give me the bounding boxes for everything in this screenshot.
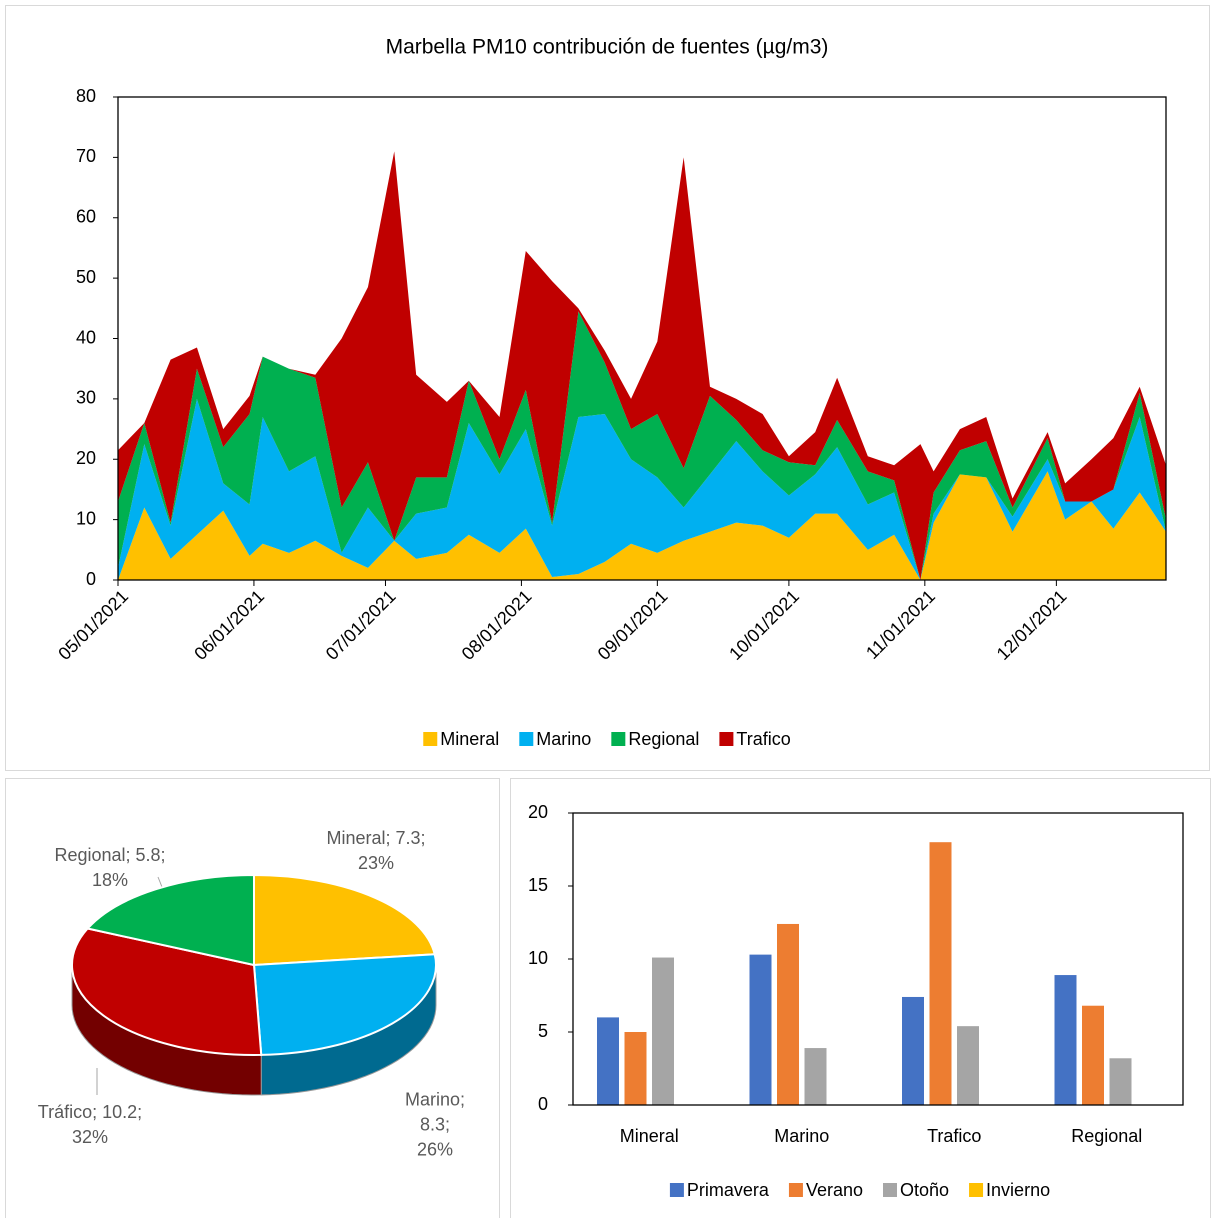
y-tick-label: 10 [76,508,96,528]
y-tick-label: 0 [86,569,96,589]
x-tick-label: Marino [774,1126,829,1146]
x-tick-label: Regional [1071,1126,1142,1146]
legend-swatch [883,1183,897,1197]
legend-label: Verano [806,1180,863,1200]
bar [597,1017,619,1105]
bar [1109,1058,1132,1105]
chart-title: Marbella PM10 contribución de fuentes (µ… [386,36,829,59]
area [118,398,1166,580]
y-tick-label: 20 [76,448,96,468]
bar [1054,975,1077,1105]
area [118,471,1166,580]
legend-swatch [719,732,734,746]
y-tick-label: 30 [76,388,96,408]
y-tick-label: 5 [538,1021,548,1041]
pie-label: Marino; 8.3; 26% [404,1089,466,1160]
bar [902,996,924,1105]
area [118,151,1166,580]
y-tick-label: 50 [76,267,96,287]
pie-label: Regional; 5.8; 18% [54,845,166,890]
legend-swatch [669,1183,684,1197]
y-tick-label: 60 [76,207,96,227]
y-tick-label: 10 [528,948,548,968]
y-tick-label: 40 [76,327,96,347]
bar [652,957,674,1105]
y-tick-label: 70 [76,146,96,166]
legend-swatch [969,1183,984,1197]
bar [957,1026,979,1105]
bar [749,954,772,1105]
legend-label: Primavera [687,1180,770,1200]
bar [777,923,799,1105]
plot-frame [572,812,1184,1106]
x-tick-label: Mineral [620,1126,679,1146]
legend-label: Invierno [986,1180,1050,1200]
bar [804,1048,827,1105]
panel [510,778,1211,1218]
y-tick-label: 15 [528,875,548,895]
legend-swatch [788,1183,803,1197]
pie-slice [253,873,436,967]
area [118,311,1166,580]
pie-slice [71,927,263,1056]
pie-slice [85,873,255,967]
legend-label: Mineral [440,729,499,749]
pie-label: Mineral; 7.3; 23% [326,828,426,873]
bar [1082,1005,1104,1105]
pie-slice [252,953,437,1056]
legend-swatch [519,732,534,746]
bar [624,1032,647,1105]
bar [929,842,952,1105]
legend-swatch [611,732,626,746]
y-tick-label: 80 [76,86,96,106]
y-tick-label: 20 [528,802,548,822]
pie-label: Tráfico; 10.2; 32% [37,1102,143,1147]
legend-label: Otoño [900,1180,949,1200]
x-tick-label: Trafico [927,1126,981,1146]
legend-swatch [423,732,438,746]
y-tick-label: 0 [538,1094,548,1114]
legend-label: Trafico [736,729,790,749]
legend-label: Regional [628,729,699,749]
legend-label: Marino [536,729,591,749]
